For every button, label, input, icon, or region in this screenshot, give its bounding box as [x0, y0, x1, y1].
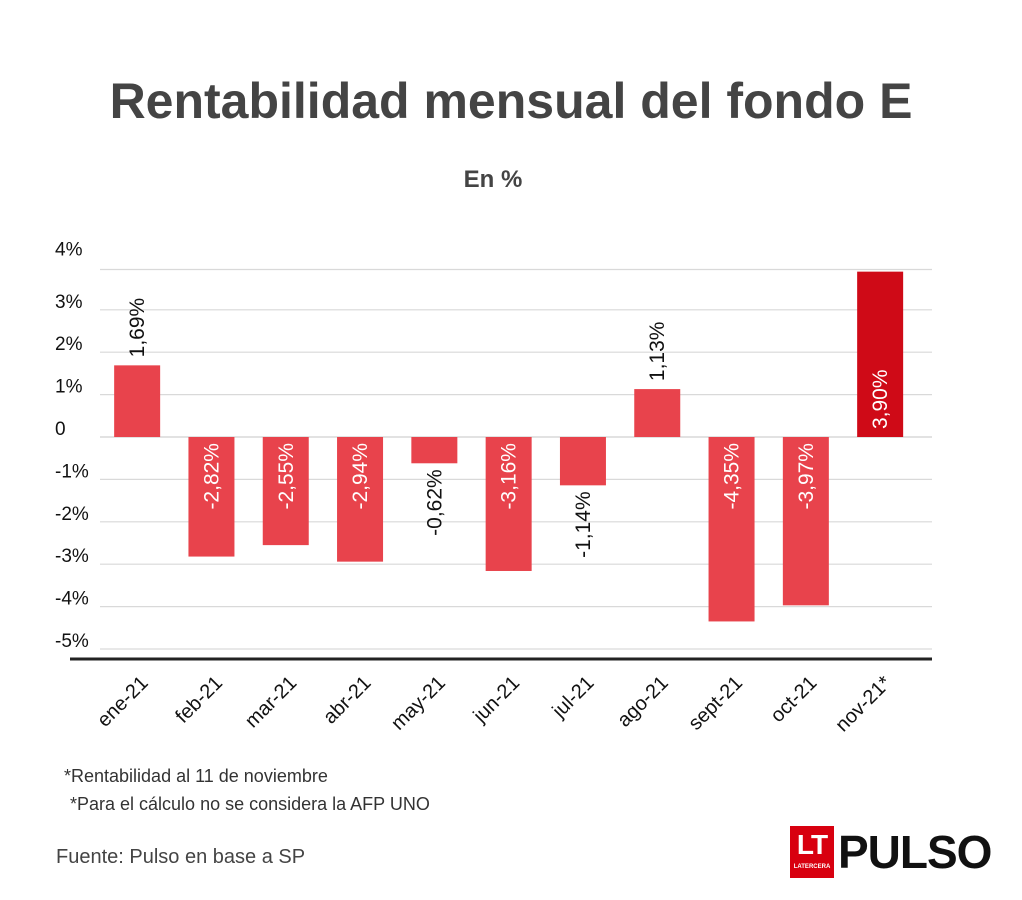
pulso-logo: LT LATERCERA PULSO	[790, 826, 992, 878]
data-label: 1,69%	[126, 298, 149, 358]
data-label: -3,97%	[795, 443, 818, 510]
x-tick-label: feb-21	[171, 672, 227, 728]
footnote-afp: *Para el cálculo no se considera la AFP …	[70, 794, 430, 814]
y-tick-label: -5%	[55, 631, 89, 652]
bar-jul-21	[559, 437, 606, 486]
chart-title: Rentabilidad mensual del fondo E	[109, 73, 913, 129]
data-label: 3,90%	[869, 369, 892, 429]
y-tick-label: 3%	[55, 292, 83, 313]
data-label: -0,62%	[423, 469, 446, 536]
bar-jun-21	[485, 437, 532, 571]
bar-feb-21	[188, 437, 235, 557]
x-tick-label: jun-21	[469, 672, 525, 728]
x-tick-label: jul-21	[548, 672, 599, 723]
footnote-date: *Rentabilidad al 11 de noviembre	[64, 766, 328, 786]
data-label: -2,94%	[349, 443, 372, 510]
y-tick-label: -4%	[55, 589, 89, 610]
x-tick-label: ene-21	[93, 672, 153, 732]
la-tercera-logo-mark: LT LATERCERA	[790, 826, 834, 878]
x-tick-label: ago-21	[613, 672, 673, 732]
data-label: -2,55%	[275, 443, 298, 510]
bar-chart: 4% 3% 2% 1% 0 -1% -2% -3% -4% -5% 1,69% ene-21 -2,82…	[55, 239, 932, 736]
bar-ago-21	[634, 389, 681, 437]
logo-lt-subtext: LATERCERA	[793, 864, 831, 870]
data-label: -2,82%	[200, 443, 223, 510]
source-note: Fuente: Pulso en base a SP	[56, 846, 306, 868]
y-tick-label: -1%	[55, 461, 89, 482]
data-label: -4,35%	[721, 443, 744, 510]
y-tick-label: -2%	[55, 504, 89, 525]
bar-abr-21	[337, 437, 384, 562]
bar-nov-21*	[857, 271, 904, 437]
bar-mar-21	[262, 437, 309, 546]
x-tick-label: nov-21*	[831, 672, 895, 736]
x-tick-label: mar-21	[241, 672, 301, 732]
logo-lt-text: LT	[796, 829, 828, 860]
y-tick-label: 2%	[55, 334, 83, 355]
x-tick-label: may-21	[387, 672, 450, 735]
data-label: -1,14%	[572, 491, 595, 558]
logo-brand-text: PULSO	[838, 826, 992, 878]
y-tick-label: 1%	[55, 377, 83, 398]
x-tick-label: sept-21	[684, 672, 747, 735]
y-tick-label: 4%	[55, 239, 83, 260]
data-label: 1,13%	[646, 322, 669, 382]
y-tick-label: -3%	[55, 546, 89, 567]
bar-sept-21	[708, 437, 755, 622]
x-tick-label: oct-21	[767, 672, 822, 727]
chart-subtitle: En %	[463, 166, 523, 193]
bar-may-21	[411, 437, 458, 464]
bar-ene-21	[114, 365, 161, 437]
x-tick-label: abr-21	[319, 672, 375, 728]
data-label: -3,16%	[498, 443, 521, 510]
bar-oct-21	[782, 437, 829, 606]
y-tick-label: 0	[55, 419, 66, 440]
